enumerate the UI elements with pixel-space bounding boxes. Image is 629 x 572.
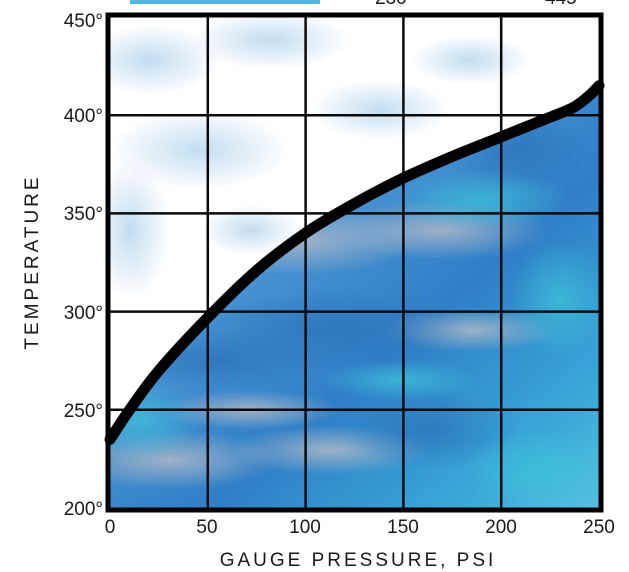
water-swirl: [460, 430, 599, 508]
legend-partial: 230 445: [130, 0, 577, 9]
x-tick-label: 200: [485, 517, 517, 538]
x-axis-title: GAUGE PRESSURE, PSI: [220, 550, 497, 571]
water-swirl: [390, 170, 570, 230]
water-swirl: [510, 240, 599, 360]
x-tick-labels: 0 50 100 150 200 250: [105, 517, 615, 538]
legend-swatch: [130, 0, 320, 4]
y-axis-title: TEMPERATURE: [22, 174, 43, 349]
y-tick-label: 350°: [64, 204, 103, 225]
x-tick-label: 250: [583, 517, 615, 538]
plot-background: [110, 17, 599, 508]
y-tick-label: 300°: [64, 303, 103, 324]
legend-partial-label-2: 445: [545, 0, 577, 9]
water-swirl: [320, 360, 480, 400]
x-tick-label: 100: [289, 517, 321, 538]
plot-frame: [105, 12, 604, 513]
y-tick-label: 250°: [64, 401, 103, 422]
y-tick-label: 450°: [64, 11, 103, 32]
water-swirl: [110, 380, 200, 460]
x-tick-label: 50: [196, 517, 217, 538]
y-tick-label: 200°: [64, 499, 103, 520]
saturation-curve: [104, 80, 605, 445]
x-tick-label: 0: [105, 517, 116, 538]
y-tick-label: 400°: [64, 106, 103, 127]
y-tick-labels: 200° 250° 300° 350° 400° 450°: [64, 11, 103, 520]
legend-partial-label-1: 230: [375, 0, 407, 9]
x-tick-label: 150: [387, 517, 419, 538]
grid: [110, 17, 599, 508]
